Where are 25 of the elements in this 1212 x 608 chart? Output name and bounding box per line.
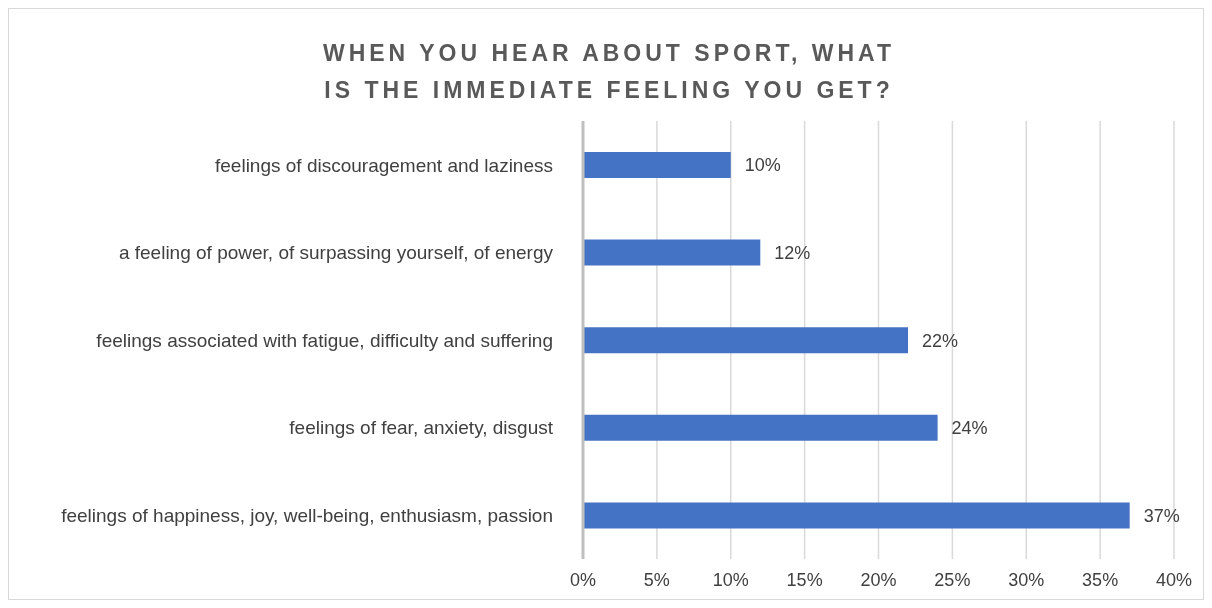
bar (583, 327, 909, 354)
x-tick-label: 40% (1155, 569, 1193, 590)
data-label: 37% (1143, 505, 1180, 526)
x-tick-label: 30% (1008, 569, 1045, 590)
y-tick-label: a feeling of power, of surpassing yourself, of energy (118, 242, 554, 264)
x-tick-label: 10% (712, 569, 749, 590)
x-tick-label: 25% (934, 569, 971, 590)
y-tick-label: feelings of happiness, joy, well-being, enthusiasm, passion (61, 504, 553, 526)
bar (583, 239, 761, 266)
bar (583, 152, 731, 178)
bar (583, 502, 1130, 529)
y-tick-label: feelings associated with fatigue, difficulty and suffering (96, 329, 553, 351)
x-tick-label: 0% (569, 569, 597, 590)
data-label: 10% (744, 155, 781, 176)
x-tick-label: 15% (786, 569, 823, 590)
chart-title: WHEN YOU HEAR ABOUT SPORT, WHAT IS THE IMMEDIATE FEELING YOU GET? (321, 39, 897, 105)
x-tick-label: 35% (1082, 569, 1119, 590)
y-tick-label: feelings of discouragement and laziness (215, 154, 553, 176)
y-tick-label: feelings of fear, anxiety, disgust (289, 417, 554, 439)
data-label: 24% (951, 418, 988, 439)
data-label: 12% (774, 242, 811, 263)
bar (583, 414, 938, 441)
data-label: 22% (922, 330, 959, 351)
x-tick-label: 20% (860, 569, 897, 590)
x-tick-label: 5% (643, 569, 670, 590)
